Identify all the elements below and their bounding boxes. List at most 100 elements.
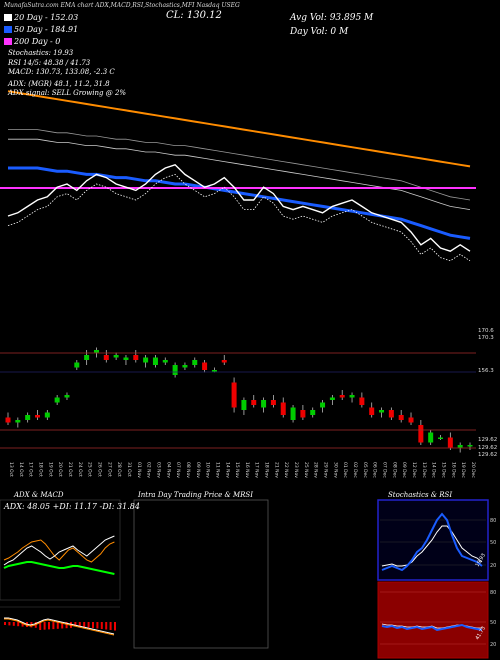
stoch-scale-label: 50 (490, 540, 496, 546)
intraday-panel (133, 499, 269, 649)
stochastics-panel-title: Stochastics & RSI (388, 491, 453, 499)
candle-body (172, 365, 178, 375)
ema200-swatch (4, 38, 12, 45)
date-tick-label: 04 Nov (165, 462, 171, 478)
candle-body (5, 417, 11, 423)
candle-body (388, 410, 394, 418)
header-line: MunafaSutra.com EMA chart ADX,MACD,RSI,S… (4, 2, 240, 9)
macd-histogram-bar (61, 622, 64, 629)
candle-body (241, 400, 247, 410)
mid-band-line (8, 138, 471, 210)
date-tick-label: 28 Nov (313, 462, 319, 478)
macd-histogram-bar (21, 622, 24, 627)
date-axis: 13 Oct 14 Oct 17 Oct 18 Oct 19 Oct 20 Oct 21 O… (8, 462, 476, 478)
stochastics-value: Stochastics: 19.93 (8, 49, 74, 57)
date-tick-label: 16 Nov (244, 462, 250, 478)
candle-body (202, 362, 208, 370)
candle-body (310, 410, 316, 415)
candle-body (280, 402, 286, 415)
candle-body (54, 397, 60, 403)
date-tick-label: 24 Oct (77, 462, 83, 477)
macd-histogram-bar (43, 622, 46, 630)
ema20-legend: 20 Day - 152.03 (14, 13, 79, 22)
macd-signal-line (4, 618, 115, 636)
date-tick-label: 03 Nov (155, 462, 161, 478)
ema200-line (7, 90, 471, 168)
candle-body (251, 400, 257, 405)
macd-histogram-bar (52, 622, 55, 630)
adx-panel-title: ADX & MACD (14, 491, 64, 499)
macd-histogram-bar (56, 622, 59, 629)
macd-histogram-bar (109, 622, 112, 630)
date-tick-label: 25 Oct (87, 462, 93, 477)
date-tick-label: 17 Oct (28, 462, 34, 477)
candle-body (438, 437, 444, 439)
candle-body (261, 400, 267, 408)
ema20-line (7, 164, 471, 252)
candle-body (123, 357, 129, 360)
stoch-scale-label: 80 (490, 518, 496, 524)
candle-body (34, 415, 40, 418)
candle-body (133, 355, 139, 360)
macd-histogram-bar (65, 622, 68, 629)
candle-body (290, 407, 296, 420)
candle-body (428, 432, 434, 443)
date-tick-label: 14 Oct (18, 462, 24, 477)
day-volume-label: Day Vol: 0 M (290, 27, 349, 37)
date-tick-label: 26 Oct (96, 462, 102, 477)
adx-value: ADX: (MGR) 48.1, 11.2, 31.8 (8, 80, 110, 88)
macd-histogram-bar (83, 622, 86, 627)
date-tick-label: 11 Nov (214, 462, 220, 478)
candle-body (300, 410, 306, 418)
candle-body (74, 362, 80, 368)
candle-body (467, 445, 473, 447)
adx-panel-values: ADX: 48.05 +DI: 11.17 -DI: 31.84 (4, 502, 140, 511)
price-level-label: 129.62 (478, 445, 497, 451)
candle-body (369, 407, 375, 415)
candle-body (64, 395, 70, 398)
intraday-panel-frame (133, 499, 269, 649)
rsi-value: RSI 14/5: 48.38 / 41.73 (8, 59, 91, 67)
date-tick-label: 06 Dec (372, 462, 378, 478)
date-tick-label: 07 Dec (382, 462, 388, 478)
date-tick-label: 30 Nov (332, 462, 338, 478)
date-tick-label: 22 Nov (283, 462, 289, 478)
date-tick-label: 21 Oct (67, 462, 73, 477)
candlestick-panel (5, 347, 473, 453)
candle-body (221, 360, 227, 363)
intraday-panel-title: Intra Day Trading Price & MRSI (138, 491, 253, 499)
rsi-line (381, 623, 483, 632)
adx-macd-panel (0, 499, 121, 636)
candle-body (270, 400, 276, 405)
macd-histogram-bar (4, 622, 6, 625)
stochastics-d-line (381, 525, 483, 567)
date-tick-label: 10 Nov (205, 462, 211, 478)
date-tick-label: 13 Oct (8, 462, 14, 477)
date-tick-label: 09 Nov (195, 462, 201, 478)
macd-histogram-bar (12, 622, 15, 626)
date-tick-label: 12 Dec (411, 462, 417, 478)
price-level-label: 170.3 (478, 335, 494, 341)
candle-body (93, 350, 99, 353)
adx-line (3, 561, 115, 575)
date-tick-label: 01 Dec (342, 462, 348, 478)
candle-body (447, 437, 453, 448)
date-tick-label: 29 Nov (323, 462, 329, 478)
date-tick-label: 08 Nov (185, 462, 191, 478)
date-tick-label: 14 Nov (224, 462, 230, 478)
date-tick-label: 13 Dec (421, 462, 427, 478)
date-tick-label: 02 Dec (352, 462, 358, 478)
ema-dotted-line (7, 173, 471, 262)
macd-histogram-bar (87, 622, 90, 628)
date-tick-label: 16 Dec (450, 462, 456, 478)
date-tick-label: 01 Nov (136, 462, 142, 478)
date-tick-label: 05 Dec (362, 462, 368, 478)
adx-signal: ADX signal: SELL Growing @ 2% (8, 89, 127, 97)
stoch-scale-label: 20 (490, 563, 496, 569)
macd-histogram-bar (48, 622, 50, 630)
macd-histogram-bar (78, 622, 81, 627)
macd-histogram-bar (74, 622, 77, 626)
ema20-swatch (4, 14, 12, 21)
